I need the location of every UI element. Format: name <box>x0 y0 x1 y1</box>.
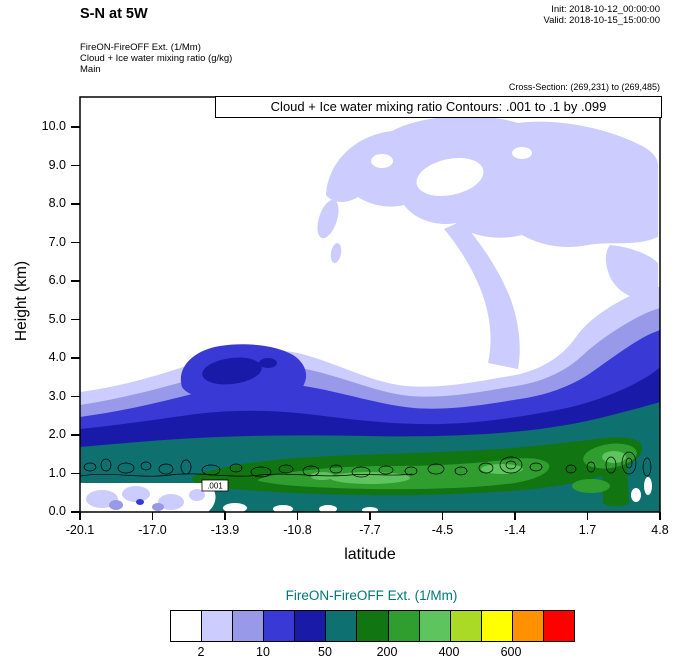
y-tick-label: 7.0 <box>48 234 66 249</box>
x-tick-mark <box>369 512 371 520</box>
y-tick-label: 0.0 <box>48 504 66 518</box>
plot-inner-title: Cloud + Ice water mixing ratio Contours:… <box>215 96 662 118</box>
colorbar-tick-label: 200 <box>376 645 398 659</box>
contour-label-box <box>201 479 229 492</box>
colorbar-tick-label: 600 <box>500 645 522 659</box>
fill-field-label: FireON-FireOFF Ext. (1/Mm) <box>80 42 201 53</box>
grid-label: Main <box>80 64 101 75</box>
colorbar <box>170 610 575 642</box>
y-tick-mark <box>71 511 80 513</box>
colorbar-cell <box>326 611 358 641</box>
y-tick-mark <box>71 434 80 436</box>
x-tick-label: -1.4 <box>504 523 526 537</box>
colorbar-cell <box>419 611 451 641</box>
colorbar-cell <box>264 611 296 641</box>
init-time: Init: 2018-10-12_00:00:00 <box>551 4 660 15</box>
colorbar-cell <box>357 611 389 641</box>
y-tick-mark <box>71 241 80 244</box>
colorbar-tick-label: 400 <box>438 645 460 659</box>
x-axis-title: latitude <box>344 546 396 563</box>
y-tick-label: 2.0 <box>48 427 66 441</box>
x-tick-mark <box>659 512 661 520</box>
y-tick-mark <box>71 280 80 282</box>
y-tick-mark <box>71 126 80 128</box>
x-tick-label: 4.8 <box>651 523 669 537</box>
colorbar-tick-label: 50 <box>318 645 332 659</box>
x-tick-mark <box>224 512 226 520</box>
colorbar-tick-label: 10 <box>256 645 270 659</box>
x-tick-mark <box>79 512 81 520</box>
colorbar-cell <box>202 611 234 641</box>
colorbar-cell <box>481 611 513 641</box>
x-tick-mark <box>586 512 589 520</box>
page-title: S-N at 5W <box>80 6 148 22</box>
cloud-water-contours <box>80 451 652 478</box>
y-tick-label: 8.0 <box>48 196 66 210</box>
x-tick-label: -7.7 <box>359 523 381 537</box>
y-tick-mark <box>71 357 80 359</box>
cross-section-label: Cross-Section: (269,231) to (269,485) <box>508 82 660 92</box>
contour-plot: .001 <box>79 96 661 513</box>
y-tick-label: 10.0 <box>41 119 66 133</box>
y-tick-mark <box>71 395 80 398</box>
colorbar-cell <box>450 611 482 641</box>
run-times: Init: 2018-10-12_00:00:00 Valid: 2018-10… <box>440 4 660 26</box>
colorbar-tick-label: 2 <box>197 645 205 659</box>
colorbar-cell <box>388 611 420 641</box>
y-tick-label: 3.0 <box>48 388 66 403</box>
x-tick-label: -20.1 <box>65 523 95 537</box>
field-annotations: FireON-FireOFF Ext. (1/Mm) Cloud + Ice w… <box>80 42 232 75</box>
y-tick-mark <box>71 472 80 475</box>
x-tick-label: -10.8 <box>283 523 312 537</box>
colorbar-cell <box>295 611 327 641</box>
y-tick-label: 1.0 <box>48 465 66 480</box>
x-tick-mark <box>296 512 299 520</box>
y-tick-label: 5.0 <box>48 311 66 326</box>
y-tick-label: 6.0 <box>48 273 66 287</box>
y-tick-mark <box>71 318 80 321</box>
y-tick-label: 9.0 <box>48 157 66 172</box>
y-tick-label: 4.0 <box>48 350 66 364</box>
colorbar-cell <box>233 611 265 641</box>
colorbar-cell <box>543 611 575 641</box>
x-tick-label: -13.9 <box>210 523 240 537</box>
colorbar-cell <box>512 611 544 641</box>
colorbar-title: FireON-FireOFF Ext. (1/Mm) <box>285 588 458 603</box>
contour-fills: .001 <box>80 116 660 512</box>
x-tick-mark <box>441 512 444 520</box>
line-field-label: Cloud + Ice water mixing ratio (g/kg) <box>80 53 233 64</box>
y-tick-mark <box>71 164 80 167</box>
x-tick-label: -4.5 <box>431 523 454 537</box>
contour-label: .001 <box>207 482 223 491</box>
x-tick-mark <box>151 512 154 520</box>
x-tick-mark <box>514 512 516 520</box>
x-tick-label: -17.0 <box>138 523 167 537</box>
x-tick-label: 1.7 <box>578 523 597 537</box>
colorbar-cell <box>171 611 203 641</box>
y-tick-mark <box>71 203 80 205</box>
valid-time: Valid: 2018-10-15_15:00:00 <box>543 15 660 26</box>
